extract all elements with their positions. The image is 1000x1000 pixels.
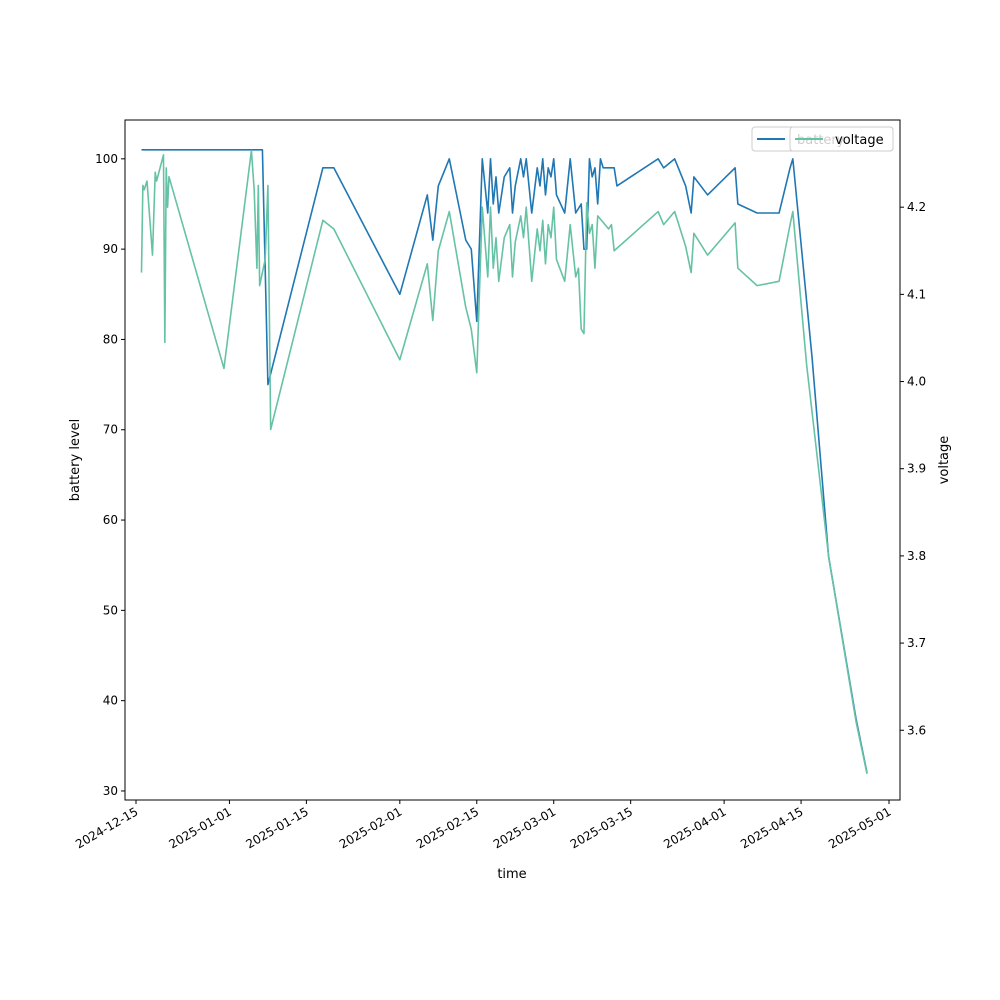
y-left-axis-ticks: 30 40 50 60 70 80 90 100 <box>95 152 125 798</box>
x-tick-label: 2025-05-01 <box>826 804 893 851</box>
y-right-tick-label: 3.9 <box>907 462 926 476</box>
x-tick-label: 2025-03-15 <box>568 804 635 851</box>
y-right-tick-label: 3.7 <box>907 636 926 650</box>
y-right-tick-label: 4.2 <box>907 200 926 214</box>
y-right-tick-label: 3.8 <box>907 549 926 563</box>
y-left-tick-label: 90 <box>103 242 118 256</box>
y-right-tick-label: 4.1 <box>907 287 926 301</box>
legend-voltage-label: voltage <box>835 133 884 148</box>
x-tick-label: 2025-04-01 <box>661 804 728 851</box>
legend-voltage-box <box>789 126 894 152</box>
x-tick-label: 2025-03-01 <box>491 804 558 851</box>
x-axis-label: time <box>497 867 526 882</box>
y-left-tick-label: 70 <box>103 423 118 437</box>
legend-voltage: voltage <box>789 126 894 152</box>
x-axis-ticks: 2024-12-15 2025-01-01 2025-01-15 2025-02-01… <box>73 800 894 851</box>
plot-area <box>125 120 900 800</box>
y-left-tick-label: 80 <box>103 332 118 346</box>
x-tick-label: 2025-01-15 <box>243 804 310 851</box>
x-tick-label: 2025-04-15 <box>738 804 805 851</box>
x-tick-label: 2024-12-15 <box>73 804 140 851</box>
y-left-axis-label: battery level <box>68 419 83 502</box>
x-tick-label: 2025-02-01 <box>337 804 404 851</box>
y-right-tick-label: 4.0 <box>907 375 926 389</box>
y-left-tick-label: 50 <box>103 603 118 617</box>
y-right-tick-label: 3.6 <box>907 723 926 737</box>
y-left-tick-label: 60 <box>103 513 118 527</box>
y-left-tick-label: 100 <box>95 152 118 166</box>
plot-frame <box>124 119 901 801</box>
x-tick-label: 2025-01-01 <box>167 804 234 851</box>
series-layer <box>140 149 868 775</box>
series-line-battery <box>141 149 868 774</box>
y-left-tick-label: 40 <box>103 694 118 708</box>
y-left-tick-label: 30 <box>103 784 118 798</box>
y-right-axis-ticks: 3.6 3.7 3.8 3.9 4.0 4.1 4.2 <box>900 200 926 737</box>
x-tick-label: 2025-02-15 <box>414 804 481 851</box>
series-line-voltage <box>140 149 868 775</box>
y-right-axis-label: voltage <box>937 436 952 485</box>
